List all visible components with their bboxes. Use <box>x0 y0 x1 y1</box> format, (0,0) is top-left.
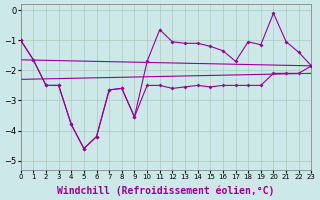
X-axis label: Windchill (Refroidissement éolien,°C): Windchill (Refroidissement éolien,°C) <box>57 185 275 196</box>
